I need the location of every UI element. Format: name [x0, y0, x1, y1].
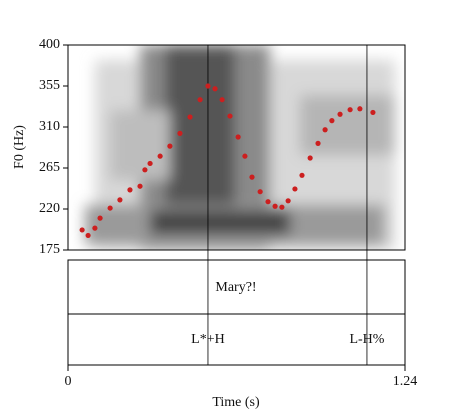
f0-point	[322, 127, 328, 133]
f0-point	[187, 114, 193, 120]
y-tick-label: 220	[39, 201, 60, 216]
f0-point	[370, 109, 376, 116]
tone-label: L-H%	[349, 332, 384, 347]
f0-point	[279, 204, 285, 210]
f0-point	[357, 106, 363, 112]
f0-point	[235, 134, 241, 140]
f0-point	[107, 205, 113, 211]
f0-point	[307, 155, 313, 161]
spectrogram	[85, 45, 395, 250]
f0-point	[177, 130, 183, 136]
f0-point	[127, 187, 133, 193]
y-tick-label: 400	[39, 37, 60, 52]
f0-point	[272, 203, 278, 209]
f0-point	[79, 227, 85, 233]
f0-point	[337, 111, 343, 117]
x-tick-label: 0	[65, 374, 72, 389]
f0-point	[147, 160, 153, 167]
f0-point	[197, 97, 203, 103]
f0-point	[97, 215, 103, 221]
x-axis-label: Time (s)	[212, 395, 260, 410]
f0-point	[117, 197, 123, 203]
f0-point	[242, 153, 248, 159]
f0-point	[212, 86, 218, 92]
tier-frame	[67, 259, 406, 366]
y-tick-label: 265	[39, 160, 60, 175]
plot-frame	[67, 44, 406, 251]
y-axis-label: F0 (Hz)	[12, 125, 27, 169]
word-label: Mary?!	[215, 280, 256, 295]
f0-point	[205, 83, 211, 89]
f0-point	[257, 189, 263, 195]
y-tick-label: 175	[39, 242, 60, 257]
f0-point	[285, 198, 291, 204]
f0-point	[249, 174, 255, 180]
f0-point	[265, 199, 271, 205]
f0-point	[227, 113, 233, 119]
f0-point	[85, 232, 91, 239]
f0-point	[329, 118, 335, 124]
f0-point	[157, 153, 163, 159]
f0-point	[292, 186, 298, 192]
f0-point	[299, 172, 305, 178]
f0-point	[92, 225, 98, 231]
f0-point	[167, 143, 173, 149]
f0-point	[315, 140, 321, 146]
f0-point	[137, 183, 143, 189]
f0-point	[347, 107, 353, 113]
f0-point	[142, 167, 148, 173]
y-tick-label: 355	[39, 78, 60, 93]
y-tick-label: 310	[39, 119, 60, 134]
tone-label: L*+H	[191, 332, 225, 347]
x-tick-label: 1.24	[393, 374, 418, 389]
f0-point	[219, 97, 225, 103]
